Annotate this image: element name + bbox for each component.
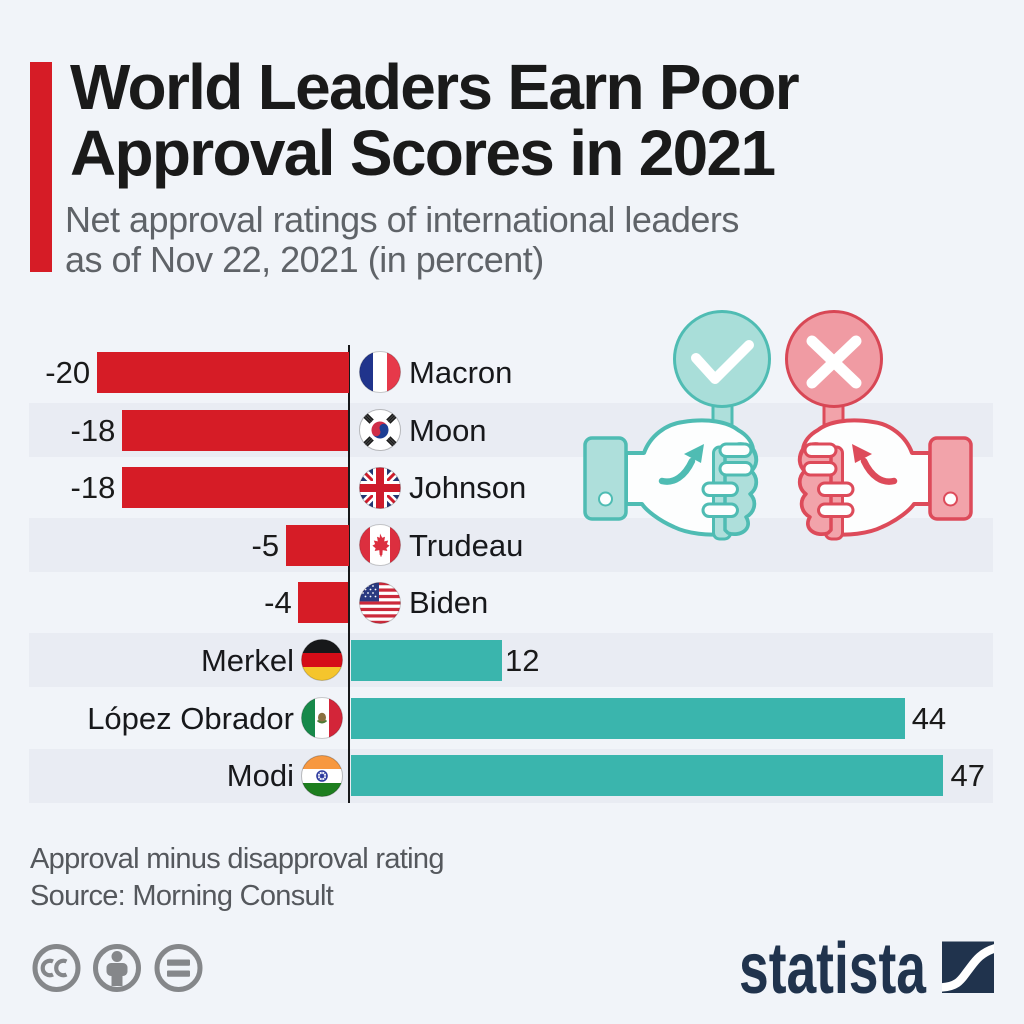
svg-text:statista: statista — [739, 938, 927, 1000]
